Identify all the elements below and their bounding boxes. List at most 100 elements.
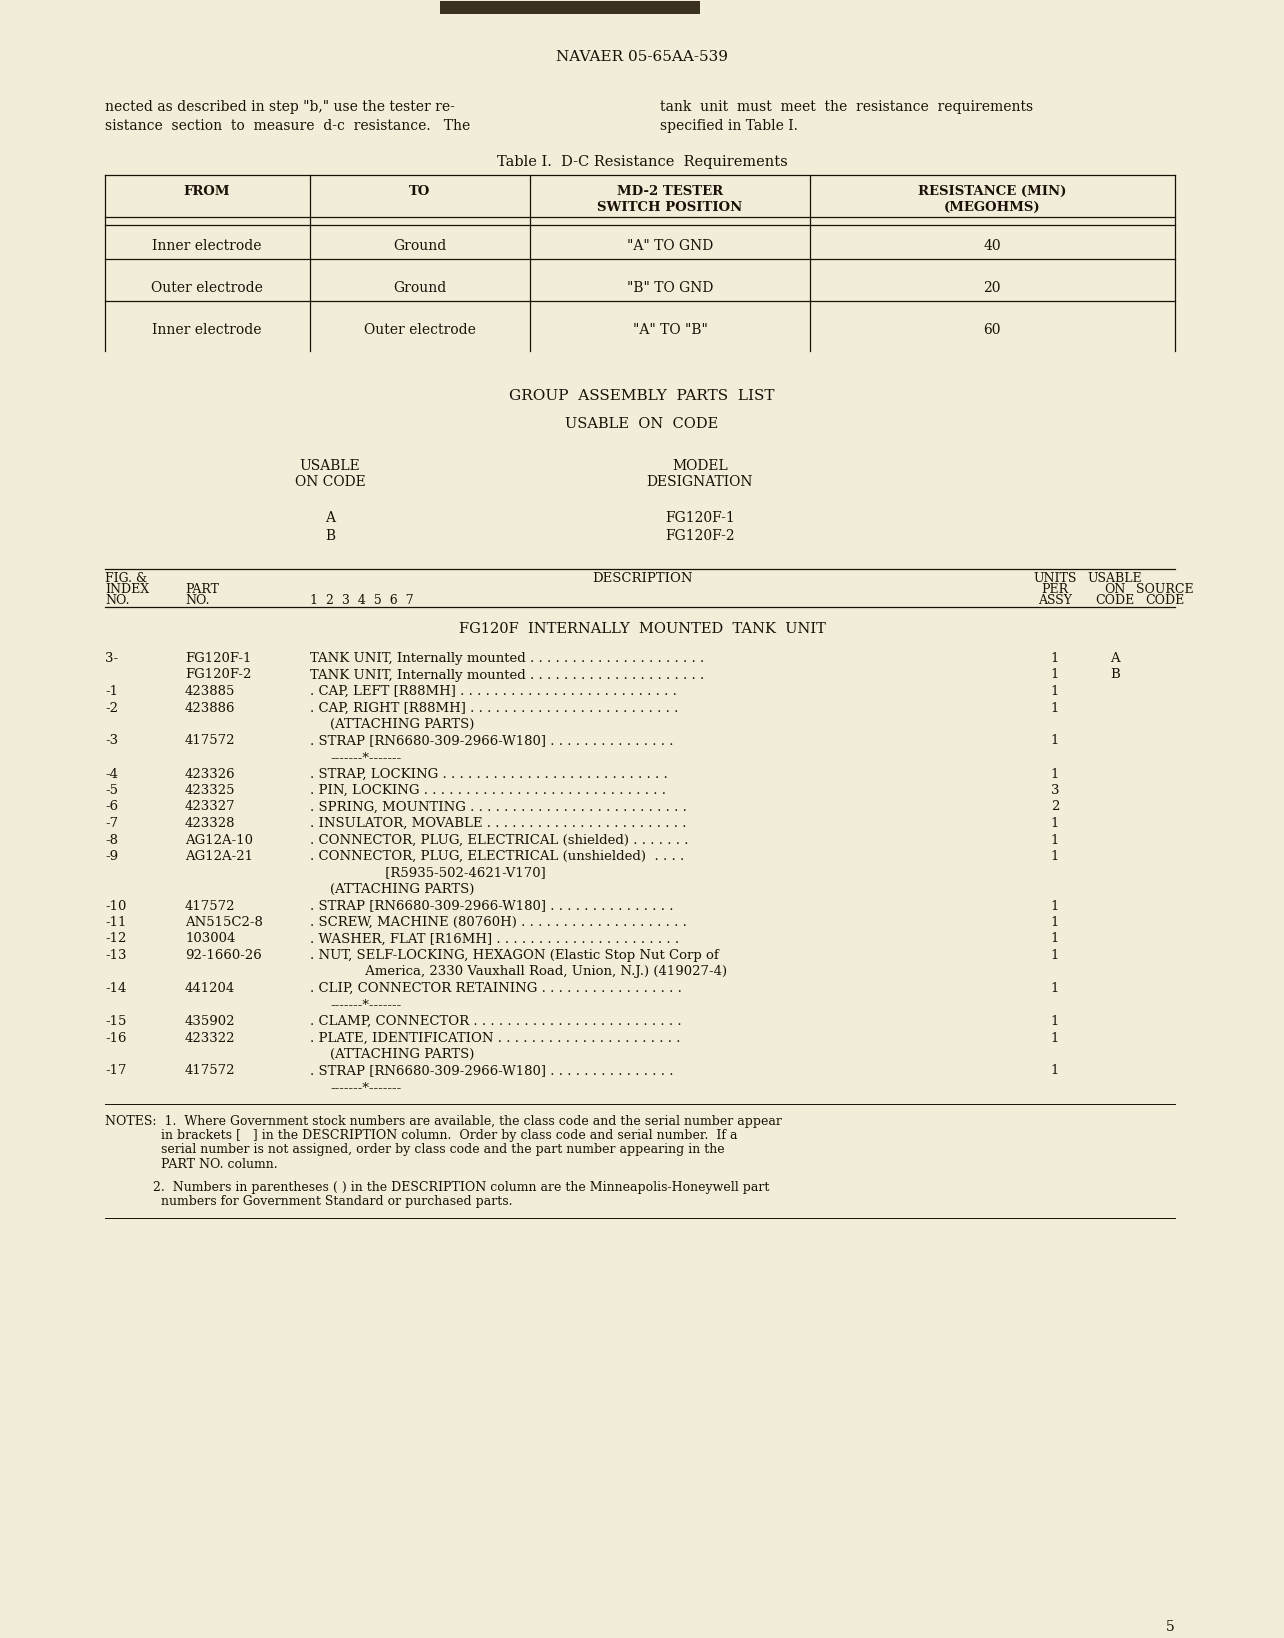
Text: A: A xyxy=(1111,652,1120,665)
Text: . CLAMP, CONNECTOR . . . . . . . . . . . . . . . . . . . . . . . . .: . CLAMP, CONNECTOR . . . . . . . . . . .… xyxy=(309,1016,682,1029)
Text: SWITCH POSITION: SWITCH POSITION xyxy=(597,201,742,215)
Text: 417572: 417572 xyxy=(185,1065,235,1078)
Text: -12: -12 xyxy=(105,932,126,945)
Text: serial number is not assigned, order by class code and the part number appearing: serial number is not assigned, order by … xyxy=(105,1143,724,1156)
Text: -5: -5 xyxy=(105,785,118,798)
Text: specified in Table I.: specified in Table I. xyxy=(660,120,797,133)
Text: 2.  Numbers in parentheses ( ) in the DESCRIPTION column are the Minneapolis-Hon: 2. Numbers in parentheses ( ) in the DES… xyxy=(105,1181,769,1194)
Text: GROUP  ASSEMBLY  PARTS  LIST: GROUP ASSEMBLY PARTS LIST xyxy=(510,388,774,403)
Text: -8: -8 xyxy=(105,834,118,847)
Text: 1  2  3  4  5  6  7: 1 2 3 4 5 6 7 xyxy=(309,595,413,608)
Text: (ATTACHING PARTS): (ATTACHING PARTS) xyxy=(330,1048,474,1061)
Text: TANK UNIT, Internally mounted . . . . . . . . . . . . . . . . . . . . .: TANK UNIT, Internally mounted . . . . . … xyxy=(309,652,704,665)
Text: . STRAP [RN6680-309-2966-W180] . . . . . . . . . . . . . . .: . STRAP [RN6680-309-2966-W180] . . . . .… xyxy=(309,1065,674,1078)
Text: Ground: Ground xyxy=(393,282,447,295)
Text: in brackets [   ] in the DESCRIPTION column.  Order by class code and serial num: in brackets [ ] in the DESCRIPTION colum… xyxy=(105,1130,737,1142)
Text: USABLE  ON  CODE: USABLE ON CODE xyxy=(565,418,719,431)
Text: numbers for Government Standard or purchased parts.: numbers for Government Standard or purch… xyxy=(105,1196,512,1209)
Text: 1: 1 xyxy=(1050,652,1059,665)
Text: 3-: 3- xyxy=(105,652,118,665)
Text: 1: 1 xyxy=(1050,685,1059,698)
Text: Table I.  D-C Resistance  Requirements: Table I. D-C Resistance Requirements xyxy=(497,156,787,169)
Text: ON: ON xyxy=(1104,583,1126,596)
Text: -10: -10 xyxy=(105,899,126,912)
Text: DESIGNATION: DESIGNATION xyxy=(647,475,754,490)
Text: FIG. &: FIG. & xyxy=(105,572,148,585)
Text: MODEL: MODEL xyxy=(672,459,728,473)
Text: Ground: Ground xyxy=(393,239,447,252)
Text: . CONNECTOR, PLUG, ELECTRICAL (unshielded)  . . . .: . CONNECTOR, PLUG, ELECTRICAL (unshielde… xyxy=(309,850,684,863)
Text: FROM: FROM xyxy=(184,185,230,198)
Text: A: A xyxy=(325,511,335,526)
Text: tank  unit  must  meet  the  resistance  requirements: tank unit must meet the resistance requi… xyxy=(660,100,1034,115)
Text: PART: PART xyxy=(185,583,220,596)
Text: 417572: 417572 xyxy=(185,899,235,912)
Text: -17: -17 xyxy=(105,1065,127,1078)
Text: 1: 1 xyxy=(1050,899,1059,912)
Text: (MEGOHMS): (MEGOHMS) xyxy=(944,201,1040,215)
Text: "A" TO GND: "A" TO GND xyxy=(627,239,713,252)
Text: ON CODE: ON CODE xyxy=(294,475,366,490)
Text: . CAP, LEFT [R88MH] . . . . . . . . . . . . . . . . . . . . . . . . . .: . CAP, LEFT [R88MH] . . . . . . . . . . … xyxy=(309,685,677,698)
Text: 60: 60 xyxy=(984,323,1000,337)
Text: -2: -2 xyxy=(105,701,118,714)
Text: 1: 1 xyxy=(1050,668,1059,681)
Text: SOURCE: SOURCE xyxy=(1136,583,1194,596)
Text: . SPRING, MOUNTING . . . . . . . . . . . . . . . . . . . . . . . . . .: . SPRING, MOUNTING . . . . . . . . . . .… xyxy=(309,801,687,814)
Text: 1: 1 xyxy=(1050,948,1059,962)
Text: 1: 1 xyxy=(1050,850,1059,863)
Text: . SCREW, MACHINE (80760H) . . . . . . . . . . . . . . . . . . . .: . SCREW, MACHINE (80760H) . . . . . . . … xyxy=(309,916,687,929)
Text: [R5935-502-4621-V170]: [R5935-502-4621-V170] xyxy=(330,867,546,880)
Text: 3: 3 xyxy=(1050,785,1059,798)
Text: . CLIP, CONNECTOR RETAINING . . . . . . . . . . . . . . . . .: . CLIP, CONNECTOR RETAINING . . . . . . … xyxy=(309,983,682,994)
Text: FG120F-1: FG120F-1 xyxy=(185,652,252,665)
Text: DESCRIPTION: DESCRIPTION xyxy=(592,572,692,585)
Text: 1: 1 xyxy=(1050,834,1059,847)
Text: 423328: 423328 xyxy=(185,817,235,830)
Text: INDEX: INDEX xyxy=(105,583,149,596)
Text: sistance  section  to  measure  d-c  resistance.   The: sistance section to measure d-c resistan… xyxy=(105,120,470,133)
Text: 1: 1 xyxy=(1050,1032,1059,1045)
Text: 1: 1 xyxy=(1050,932,1059,945)
Text: 5: 5 xyxy=(1166,1620,1175,1635)
Text: -11: -11 xyxy=(105,916,126,929)
Text: -9: -9 xyxy=(105,850,118,863)
Text: . INSULATOR, MOVABLE . . . . . . . . . . . . . . . . . . . . . . . .: . INSULATOR, MOVABLE . . . . . . . . . .… xyxy=(309,817,687,830)
Text: AG12A-21: AG12A-21 xyxy=(185,850,253,863)
Text: 435902: 435902 xyxy=(185,1016,235,1029)
Text: . CONNECTOR, PLUG, ELECTRICAL (shielded) . . . . . . .: . CONNECTOR, PLUG, ELECTRICAL (shielded)… xyxy=(309,834,688,847)
Text: -16: -16 xyxy=(105,1032,127,1045)
Text: CODE: CODE xyxy=(1145,595,1185,608)
Text: . STRAP [RN6680-309-2966-W180] . . . . . . . . . . . . . . .: . STRAP [RN6680-309-2966-W180] . . . . .… xyxy=(309,899,674,912)
Text: . NUT, SELF-LOCKING, HEXAGON (Elastic Stop Nut Corp of: . NUT, SELF-LOCKING, HEXAGON (Elastic St… xyxy=(309,948,719,962)
Text: -13: -13 xyxy=(105,948,127,962)
Text: MD-2 TESTER: MD-2 TESTER xyxy=(616,185,723,198)
Text: 1: 1 xyxy=(1050,1065,1059,1078)
Text: -------*-------: -------*------- xyxy=(330,750,401,763)
Text: 423327: 423327 xyxy=(185,801,236,814)
Text: . WASHER, FLAT [R16MH] . . . . . . . . . . . . . . . . . . . . . .: . WASHER, FLAT [R16MH] . . . . . . . . .… xyxy=(309,932,679,945)
Text: nected as described in step "b," use the tester re-: nected as described in step "b," use the… xyxy=(105,100,455,115)
Text: NO.: NO. xyxy=(105,595,130,608)
Text: PART NO. column.: PART NO. column. xyxy=(105,1158,277,1171)
Text: . STRAP, LOCKING . . . . . . . . . . . . . . . . . . . . . . . . . . .: . STRAP, LOCKING . . . . . . . . . . . .… xyxy=(309,768,668,780)
Text: (ATTACHING PARTS): (ATTACHING PARTS) xyxy=(330,883,474,896)
Text: 1: 1 xyxy=(1050,817,1059,830)
Text: 1: 1 xyxy=(1050,983,1059,994)
Text: TANK UNIT, Internally mounted . . . . . . . . . . . . . . . . . . . . .: TANK UNIT, Internally mounted . . . . . … xyxy=(309,668,704,681)
Text: AN515C2-8: AN515C2-8 xyxy=(185,916,263,929)
Text: AG12A-10: AG12A-10 xyxy=(185,834,253,847)
Text: 92-1660-26: 92-1660-26 xyxy=(185,948,262,962)
Text: 1: 1 xyxy=(1050,916,1059,929)
Text: FG120F  INTERNALLY  MOUNTED  TANK  UNIT: FG120F INTERNALLY MOUNTED TANK UNIT xyxy=(458,622,826,636)
Text: -1: -1 xyxy=(105,685,118,698)
Text: (ATTACHING PARTS): (ATTACHING PARTS) xyxy=(330,717,474,731)
Text: 441204: 441204 xyxy=(185,983,235,994)
Text: -6: -6 xyxy=(105,801,118,814)
Text: ASSY: ASSY xyxy=(1037,595,1072,608)
Text: FG120F-1: FG120F-1 xyxy=(665,511,734,526)
Text: 20: 20 xyxy=(984,282,1000,295)
Text: 417572: 417572 xyxy=(185,734,235,747)
Text: 423322: 423322 xyxy=(185,1032,235,1045)
Text: 103004: 103004 xyxy=(185,932,235,945)
